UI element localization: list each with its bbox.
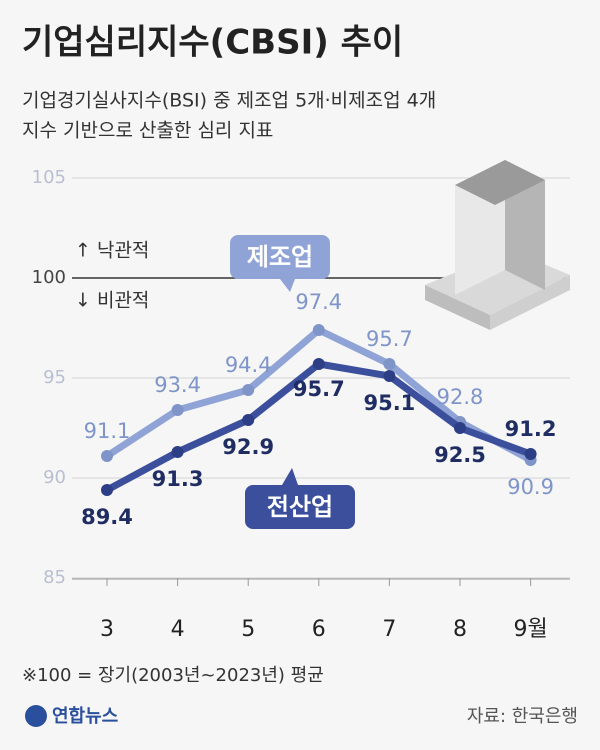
point	[383, 358, 396, 370]
point	[242, 384, 255, 396]
data-label: 94.4	[225, 353, 272, 377]
data-label: 91.3	[152, 467, 204, 491]
annotation: ↓ 비관적	[75, 290, 149, 312]
x-tick-label: 5	[241, 617, 255, 642]
y-tick-label: 85	[43, 567, 66, 588]
annotation: ↑ 낙관적	[75, 240, 149, 262]
series-label: 제조업	[247, 243, 313, 271]
plot: 85 90 95 100 105 3 4 5 6 7 8 9월 91.1 93.4 94.4 97.4 95.7…	[32, 167, 570, 642]
x-tick-label: 7	[382, 617, 396, 642]
data-label: 89.4	[81, 505, 133, 529]
data-label: 95.7	[293, 377, 345, 401]
logo-icon	[25, 705, 47, 727]
pointer	[280, 279, 295, 292]
data-label: 92.8	[437, 385, 484, 409]
series-label-box	[230, 235, 330, 279]
y-tick-label: 95	[43, 367, 66, 388]
source: 자료: 한국은행	[467, 706, 578, 727]
point	[524, 448, 537, 460]
subtitle: 지수 기반으로 산출한 심리 지표	[22, 120, 273, 142]
point	[383, 370, 396, 382]
data-label: 91.2	[505, 417, 557, 441]
pointer	[282, 468, 298, 485]
data-label: 95.1	[363, 391, 415, 415]
x-tick-label: 3	[100, 617, 114, 642]
point	[454, 422, 466, 434]
point	[101, 484, 113, 496]
point	[171, 446, 184, 458]
data-label: 92.5	[434, 443, 486, 467]
y-tick-label: 105	[32, 167, 66, 188]
building-illustration	[425, 160, 570, 330]
data-label: 93.4	[154, 373, 201, 397]
logo: 연합뉴스	[52, 705, 118, 727]
data-label: 97.4	[295, 290, 342, 314]
point	[171, 404, 184, 416]
x-tick-label: 4	[171, 617, 185, 642]
data-label: 90.9	[507, 475, 554, 499]
series-label-box	[245, 485, 355, 529]
x-tick-label: 6	[312, 617, 326, 642]
data-label: 95.7	[366, 327, 413, 351]
y-tick-label: 100	[32, 267, 66, 288]
series-label: 전산업	[267, 493, 333, 521]
footnote: ※100 = 장기(2003년~2023년) 평균	[22, 665, 324, 686]
chart-title: 기업심리지수(CBSI) 추이	[22, 23, 403, 63]
point	[312, 358, 325, 370]
subtitle: 기업경기실사지수(BSI) 중 제조업 5개·비제조업 4개	[22, 90, 436, 112]
point	[312, 324, 325, 336]
y-tick-label: 90	[43, 467, 66, 488]
point	[242, 414, 255, 426]
point	[101, 450, 113, 462]
x-tick-label: 8	[453, 617, 467, 642]
data-label: 91.1	[84, 419, 131, 443]
data-label: 92.9	[222, 435, 274, 459]
x-tick-label: 9월	[513, 617, 547, 642]
